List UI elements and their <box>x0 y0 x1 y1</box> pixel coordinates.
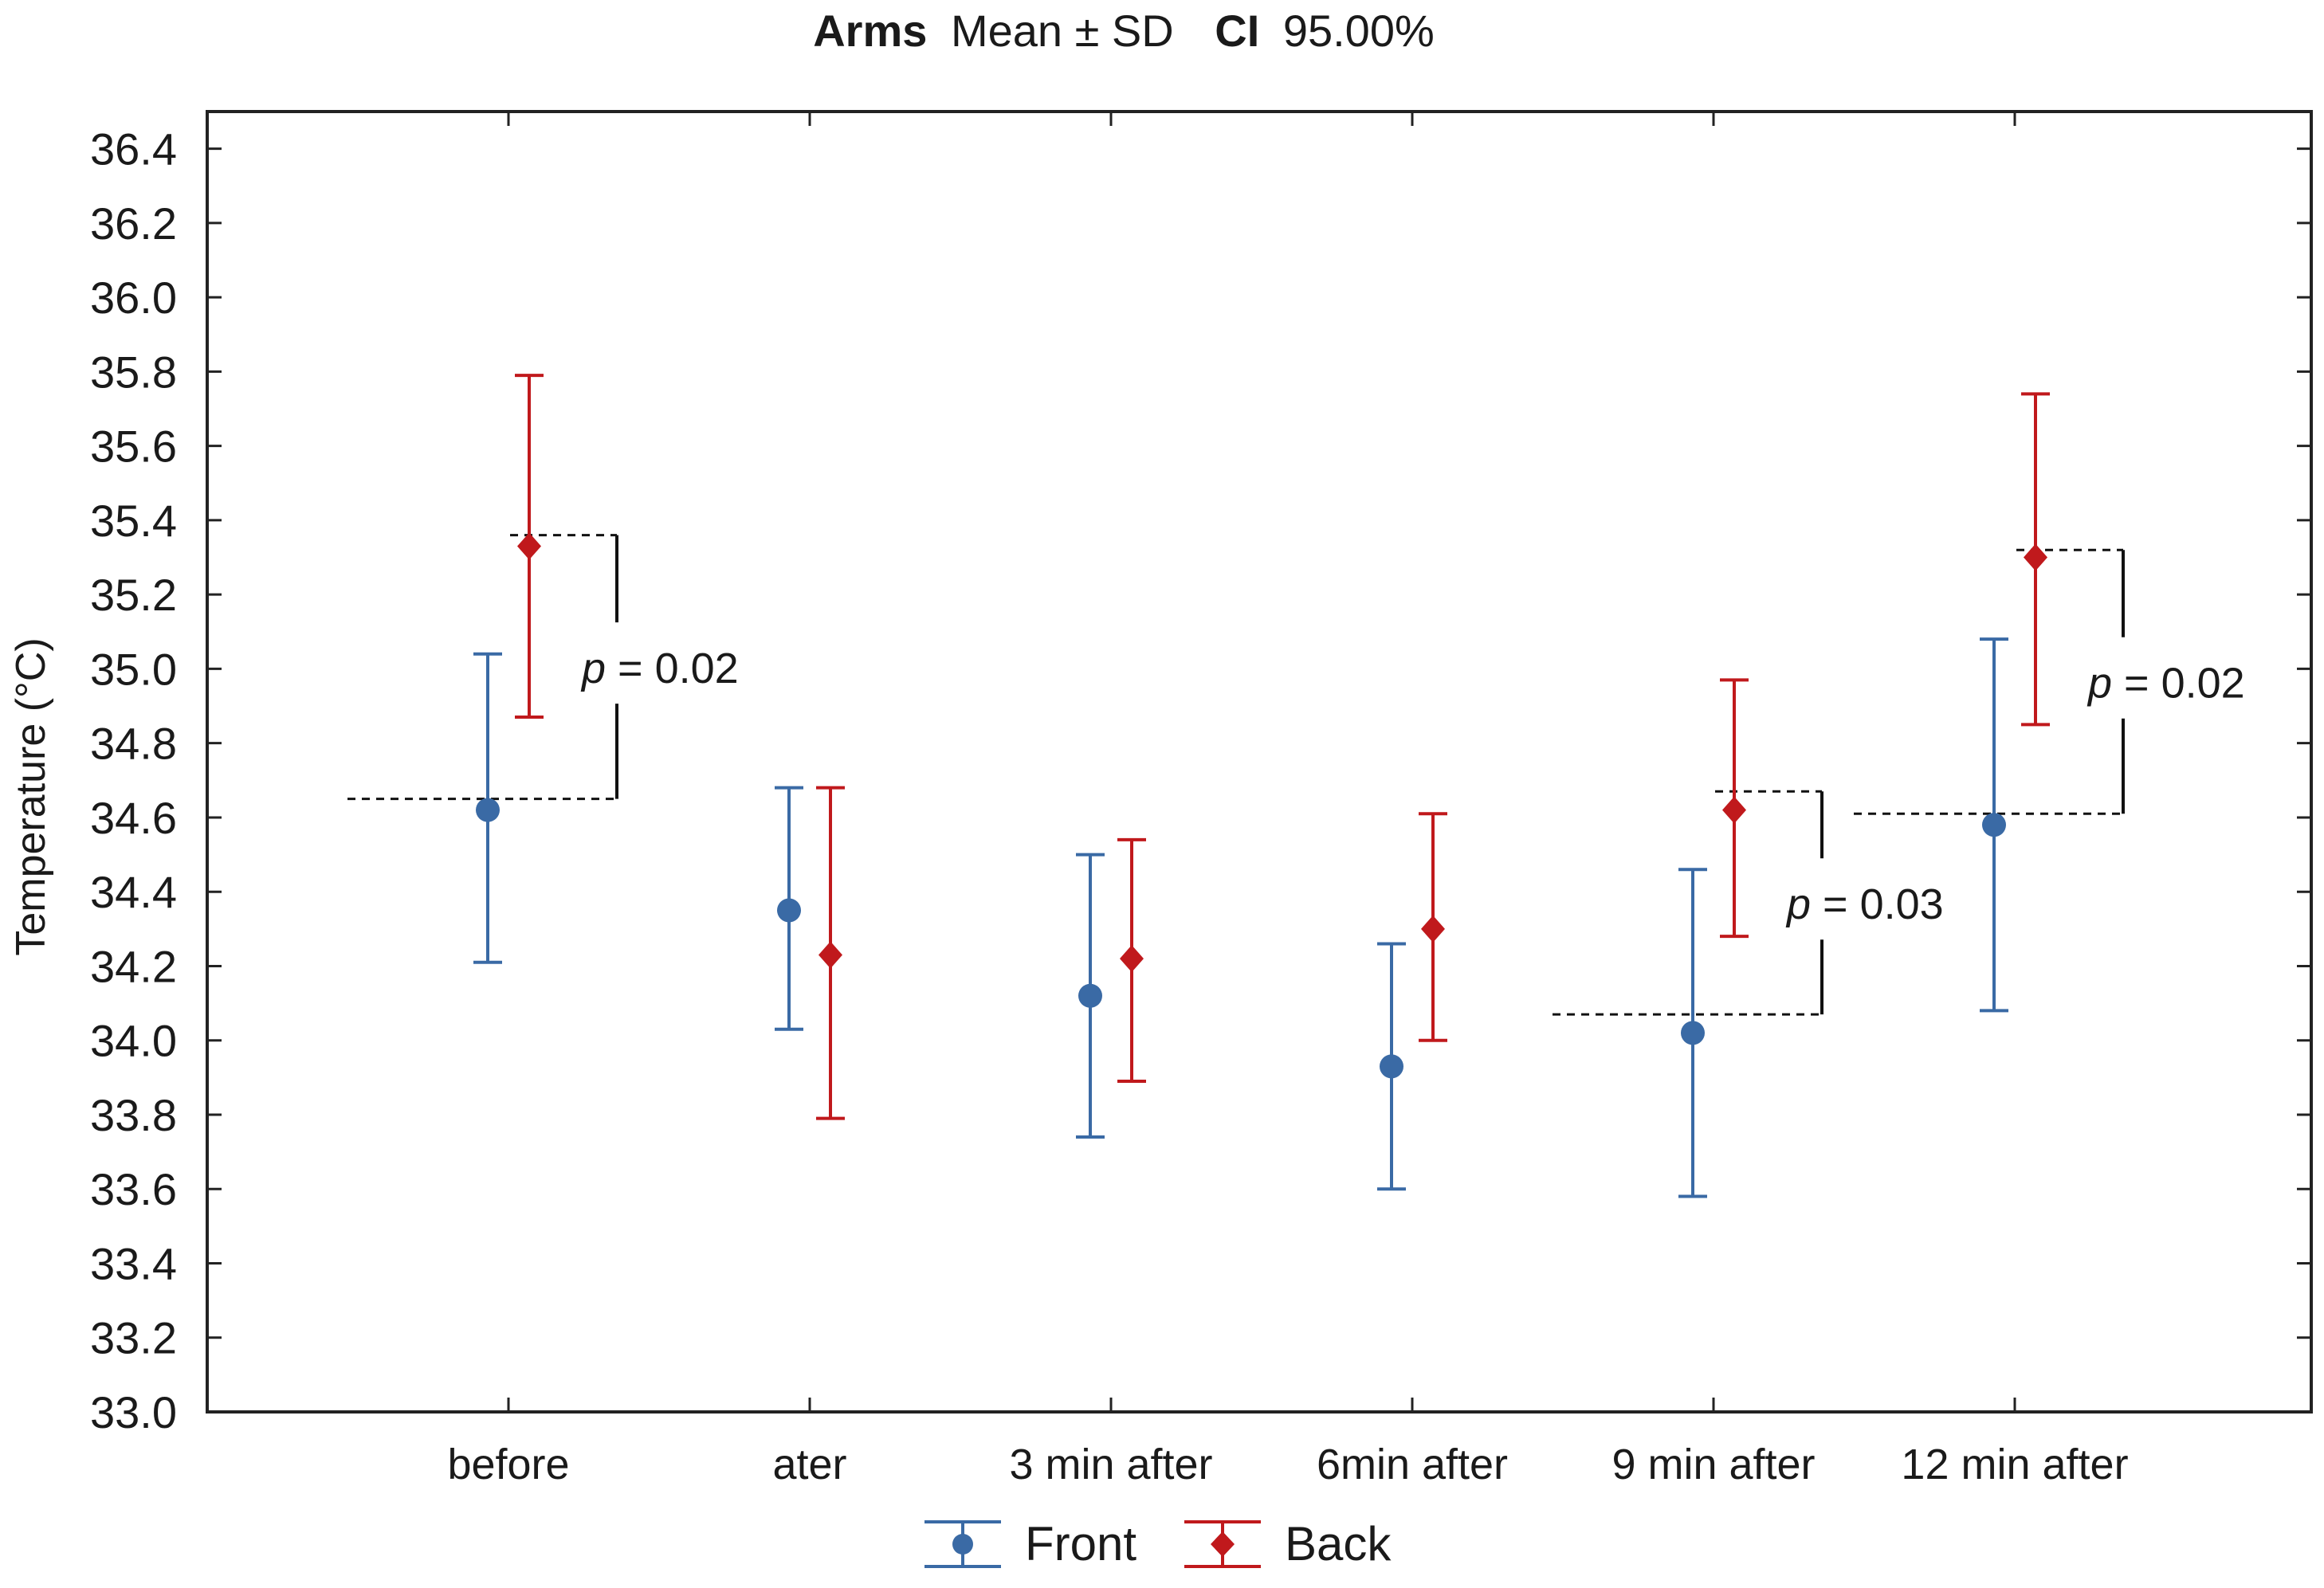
series-back <box>515 374 2050 1120</box>
y-tick-label: 36.2 <box>90 198 177 249</box>
legend-front-label: Front <box>1025 1517 1136 1570</box>
y-tick-label: 34.2 <box>90 941 177 991</box>
p-value-text: = 0.02 <box>2112 660 2245 708</box>
mean-point-back <box>517 532 541 560</box>
x-axis: before ater 3 min after 6min after 9 min aft… <box>447 112 2129 1488</box>
p-value-label: p = 0.02 <box>580 645 739 692</box>
y-tick-label: 35.6 <box>90 422 177 472</box>
x-tick-label: before <box>447 1441 569 1488</box>
annotations: p = 0.02p = 0.03p = 0.02 <box>347 534 2245 1016</box>
title-bold-part-2: CI <box>1215 6 1259 56</box>
y-tick-label: 35.2 <box>90 570 177 620</box>
x-tick-label: 12 min after <box>1901 1441 2128 1488</box>
p-value-text: = 0.03 <box>1811 880 1944 928</box>
y-tick-label: 33.4 <box>90 1238 177 1288</box>
x-tick-label: 3 min after <box>1009 1441 1212 1488</box>
chart-title: Arms Mean ± SD CI 95.00% <box>813 6 1435 56</box>
mean-point-back <box>1722 796 1746 824</box>
y-tick-label: 33.8 <box>90 1090 177 1140</box>
legend-front-marker <box>952 1534 973 1555</box>
mean-point-front <box>476 798 500 822</box>
p-value-label: p = 0.03 <box>1785 880 1944 928</box>
x-tick-label: 9 min after <box>1611 1441 1815 1488</box>
mean-point-front <box>1681 1021 1705 1045</box>
mean-point-front <box>1380 1054 1403 1079</box>
y-tick-label: 33.0 <box>90 1387 177 1437</box>
y-tick-label: 34.6 <box>90 793 177 843</box>
legend-back-marker <box>1211 1531 1235 1557</box>
p-symbol: p <box>580 645 606 692</box>
series-front <box>473 637 2008 1198</box>
series-layer <box>473 374 2050 1198</box>
mean-point-back <box>2024 543 2047 571</box>
y-tick-label: 34.0 <box>90 1016 177 1066</box>
x-tick-label: ater <box>772 1441 846 1488</box>
legend-back-label: Back <box>1285 1517 1392 1570</box>
mean-point-front <box>1078 983 1102 1008</box>
mean-point-back <box>1120 945 1144 973</box>
title-bold-part-1: Arms <box>813 6 927 56</box>
y-tick-label: 35.0 <box>90 644 177 694</box>
x-tick-label: 6min after <box>1317 1441 1508 1488</box>
y-axis: 33.0 33.2 33.4 33.6 33.8 34.0 34.2 34.4 34.6 34.8… <box>90 124 2311 1437</box>
p-value-text: = 0.02 <box>606 645 739 692</box>
title-regular-part-2: 95.00% <box>1283 6 1435 56</box>
y-tick-label: 33.6 <box>90 1164 177 1214</box>
title-regular-part-1: Mean ± SD <box>951 6 1174 56</box>
mean-point-front <box>777 898 801 923</box>
p-symbol: p <box>2086 660 2112 708</box>
y-tick-label: 35.8 <box>90 347 177 397</box>
y-tick-label: 34.8 <box>90 719 177 769</box>
y-tick-label: 35.4 <box>90 496 177 546</box>
p-value-label: p = 0.02 <box>2086 660 2245 708</box>
y-tick-label: 33.2 <box>90 1313 177 1363</box>
legend-entry-back: Back <box>1184 1517 1392 1570</box>
y-tick-label: 34.4 <box>90 867 177 917</box>
plot-area-frame <box>206 110 2313 1414</box>
mean-point-front <box>1982 813 2006 837</box>
legend-entry-front: Front <box>924 1517 1136 1570</box>
y-tick-label: 36.4 <box>90 124 177 174</box>
mean-point-back <box>1421 915 1445 943</box>
y-tick-label: 36.0 <box>90 273 177 323</box>
legend: Front Back <box>924 1517 1392 1570</box>
mean-point-back <box>819 941 842 969</box>
p-symbol: p <box>1785 880 1811 928</box>
y-axis-label: Temperature (°C) <box>8 637 54 955</box>
